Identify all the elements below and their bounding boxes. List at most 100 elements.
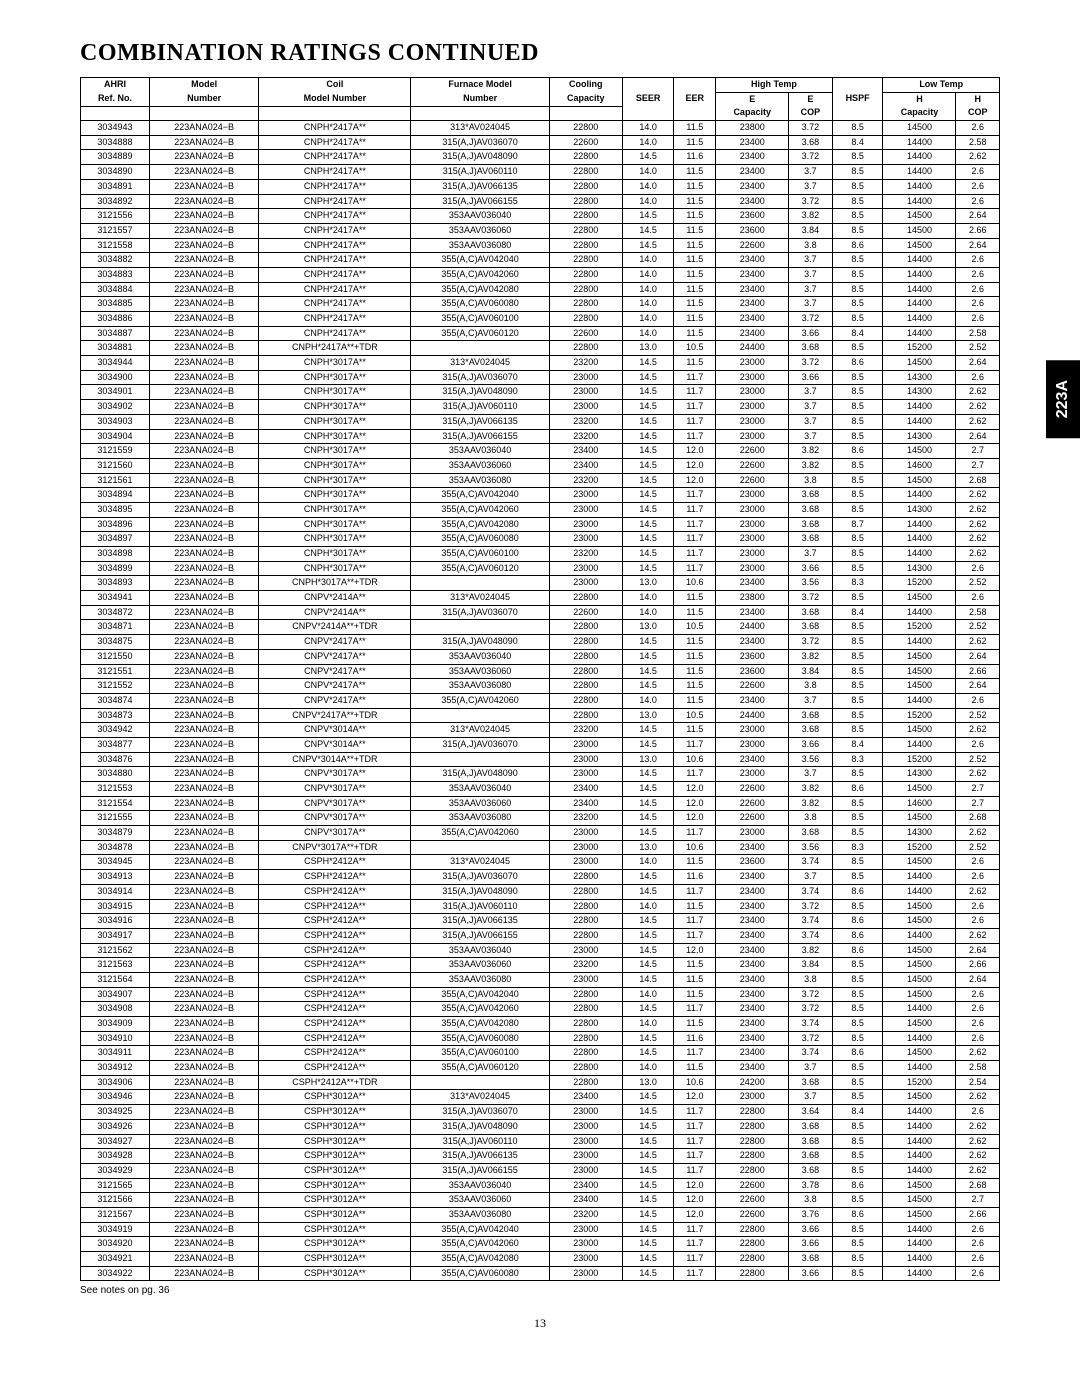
cell-eer: 11.5 (674, 209, 716, 224)
cell-eer: 11.7 (674, 737, 716, 752)
cell-eer: 11.7 (674, 532, 716, 547)
cell-furnace: 355(A,C)AV060120 (411, 326, 549, 341)
cell-lt_cop: 2.6 (956, 1017, 1000, 1032)
cell-seer: 14.5 (622, 914, 674, 929)
cell-lt_cap: 14400 (883, 414, 956, 429)
cell-lt_cap: 14500 (883, 811, 956, 826)
cell-eer: 10.6 (674, 576, 716, 591)
cell-ahri: 3034942 (81, 723, 150, 738)
cell-cooling: 23000 (549, 385, 622, 400)
cell-model: 223ANA024−B (149, 1252, 258, 1267)
cell-hspf: 8.5 (832, 1134, 883, 1149)
cell-furnace: 315(A,J)AV048090 (411, 635, 549, 650)
cell-cooling: 23200 (549, 1207, 622, 1222)
cell-seer: 14.0 (622, 282, 674, 297)
cell-furnace: 355(A,C)AV042060 (411, 693, 549, 708)
cell-ahri: 3034871 (81, 620, 150, 635)
cell-coil: CSPH*3012A** (259, 1149, 411, 1164)
cell-coil: CNPH*2417A** (259, 223, 411, 238)
cell-lt_cop: 2.52 (956, 708, 1000, 723)
cell-ht_cap: 23000 (716, 737, 789, 752)
cell-lt_cap: 14400 (883, 1149, 956, 1164)
cell-furnace: 353AAV036040 (411, 649, 549, 664)
cell-ht_cop: 3.66 (789, 370, 832, 385)
table-row: 3034902223ANA024−BCNPH*3017A**315(A,J)AV… (81, 400, 1000, 415)
cell-ht_cop: 3.72 (789, 121, 832, 136)
cell-cooling: 23000 (549, 855, 622, 870)
cell-ht_cop: 3.72 (789, 194, 832, 209)
cell-seer: 14.0 (622, 1061, 674, 1076)
cell-coil: CSPH*2412A** (259, 943, 411, 958)
cell-ahri: 3034892 (81, 194, 150, 209)
cell-lt_cop: 2.66 (956, 958, 1000, 973)
cell-furnace: 355(A,C)AV060080 (411, 1266, 549, 1281)
cell-lt_cop: 2.62 (956, 547, 1000, 562)
cell-ht_cap: 23400 (716, 297, 789, 312)
cell-lt_cap: 14500 (883, 987, 956, 1002)
cell-ht_cap: 23800 (716, 591, 789, 606)
table-row: 3034888223ANA024−BCNPH*2417A**315(A,J)AV… (81, 135, 1000, 150)
cell-seer: 14.5 (622, 737, 674, 752)
cell-furnace: 315(A,J)AV066135 (411, 1149, 549, 1164)
cell-model: 223ANA024−B (149, 1119, 258, 1134)
cell-lt_cap: 14500 (883, 121, 956, 136)
cell-furnace: 315(A,J)AV036070 (411, 737, 549, 752)
cell-coil: CNPH*2417A** (259, 282, 411, 297)
cell-lt_cop: 2.6 (956, 737, 1000, 752)
col-ahri: AHRI (81, 78, 150, 93)
cell-seer: 14.5 (622, 223, 674, 238)
cell-cooling: 23000 (549, 517, 622, 532)
cell-furnace: 315(A,J)AV066155 (411, 1163, 549, 1178)
cell-eer: 11.5 (674, 121, 716, 136)
table-row: 3034917223ANA024−BCSPH*2412A**315(A,J)AV… (81, 928, 1000, 943)
cell-cooling: 22800 (549, 914, 622, 929)
cell-ht_cap: 22600 (716, 458, 789, 473)
cell-hspf: 8.3 (832, 840, 883, 855)
cell-ahri: 3121559 (81, 444, 150, 459)
table-row: 3034890223ANA024−BCNPH*2417A**315(A,J)AV… (81, 165, 1000, 180)
cell-model: 223ANA024−B (149, 547, 258, 562)
cell-ahri: 3034920 (81, 1237, 150, 1252)
cell-hspf: 8.4 (832, 135, 883, 150)
cell-ahri: 3121557 (81, 223, 150, 238)
cell-ht_cop: 3.7 (789, 414, 832, 429)
cell-lt_cop: 2.62 (956, 400, 1000, 415)
cell-cooling: 22600 (549, 326, 622, 341)
cell-lt_cop: 2.6 (956, 1222, 1000, 1237)
cell-ht_cap: 22800 (716, 1163, 789, 1178)
cell-model: 223ANA024−B (149, 179, 258, 194)
cell-seer: 14.0 (622, 693, 674, 708)
cell-eer: 12.0 (674, 943, 716, 958)
cell-lt_cop: 2.6 (956, 121, 1000, 136)
cell-ahri: 3034901 (81, 385, 150, 400)
cell-coil: CSPH*3012A** (259, 1207, 411, 1222)
cell-eer: 11.7 (674, 385, 716, 400)
cell-model: 223ANA024−B (149, 488, 258, 503)
cell-model: 223ANA024−B (149, 502, 258, 517)
cell-seer: 14.5 (622, 547, 674, 562)
cell-cooling: 23000 (549, 1134, 622, 1149)
cell-ahri: 3034876 (81, 752, 150, 767)
cell-furnace: 315(A,J)AV048090 (411, 884, 549, 899)
cell-ht_cop: 3.78 (789, 1178, 832, 1193)
cell-ahri: 3034893 (81, 576, 150, 591)
cell-coil: CSPH*2412A** (259, 870, 411, 885)
table-row: 3034903223ANA024−BCNPH*3017A**315(A,J)AV… (81, 414, 1000, 429)
cell-seer: 14.0 (622, 326, 674, 341)
cell-lt_cap: 14400 (883, 194, 956, 209)
cell-hspf: 8.6 (832, 1046, 883, 1061)
cell-furnace: 353AAV036040 (411, 1178, 549, 1193)
cell-ht_cap: 23000 (716, 488, 789, 503)
table-row: 3034909223ANA024−BCSPH*2412A**355(A,C)AV… (81, 1017, 1000, 1032)
cell-ahri: 3034908 (81, 1002, 150, 1017)
cell-eer: 11.5 (674, 326, 716, 341)
cell-cooling: 23000 (549, 488, 622, 503)
cell-hspf: 8.5 (832, 282, 883, 297)
cell-lt_cap: 14400 (883, 253, 956, 268)
cell-ht_cap: 23600 (716, 649, 789, 664)
cell-eer: 11.5 (674, 297, 716, 312)
cell-model: 223ANA024−B (149, 708, 258, 723)
table-row: 3121556223ANA024−BCNPH*2417A**353AAV0360… (81, 209, 1000, 224)
cell-cooling: 23000 (549, 943, 622, 958)
cell-ht_cop: 3.68 (789, 826, 832, 841)
